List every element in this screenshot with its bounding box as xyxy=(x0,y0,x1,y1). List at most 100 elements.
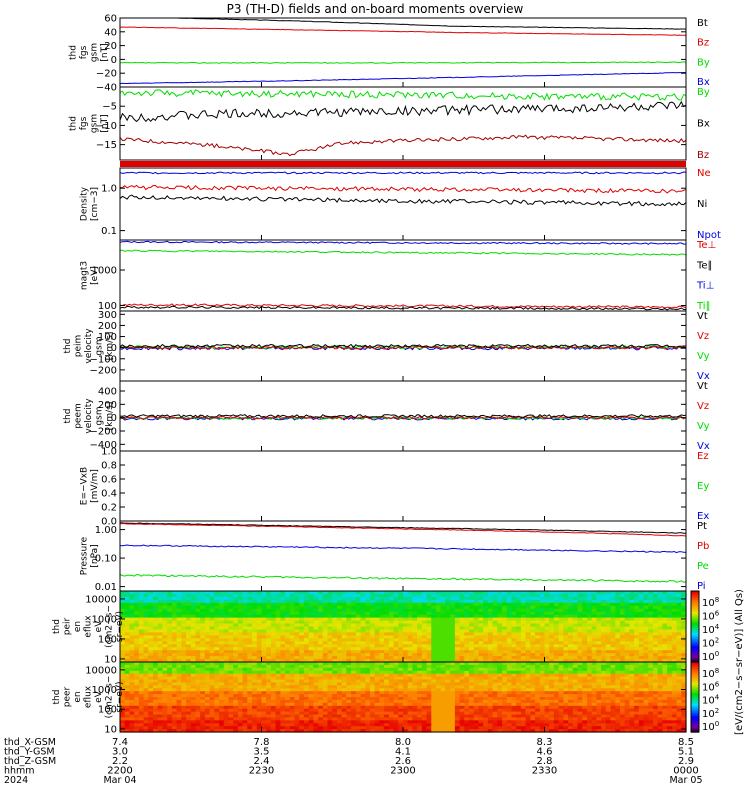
spectrogram-cell xyxy=(398,723,404,727)
spectrogram-cell xyxy=(171,594,178,598)
spectrogram-cell xyxy=(228,714,234,718)
spectrogram-cell xyxy=(469,682,475,686)
spectrogram-cell xyxy=(167,697,173,701)
spectrogram-cell xyxy=(266,691,272,695)
spectrogram-cell xyxy=(440,673,446,678)
spectrogram-cell xyxy=(124,650,130,654)
spectrogram-cell xyxy=(469,664,475,669)
spectrogram-cell xyxy=(487,638,494,642)
spectrogram-cell xyxy=(417,632,423,636)
spectrogram-cell xyxy=(289,617,296,622)
spectrogram-cell xyxy=(176,614,182,619)
spectrogram-cell xyxy=(374,664,380,669)
spectrogram-cell xyxy=(615,594,621,598)
spectrogram-cell xyxy=(223,702,230,707)
spectrogram-cell xyxy=(360,691,366,695)
spectrogram-cell xyxy=(388,664,395,669)
spectrogram-cell xyxy=(535,591,541,595)
spectrogram-cell xyxy=(436,723,442,727)
spectrogram-cell xyxy=(209,647,215,651)
spectrogram-cell xyxy=(341,720,347,724)
spectrogram-cell xyxy=(124,641,130,645)
spectrogram-cell xyxy=(124,620,130,625)
spectrogram-cell xyxy=(676,614,682,619)
spectrogram-cell xyxy=(577,644,583,648)
spectrogram-cell xyxy=(204,667,211,672)
spectrogram-cell xyxy=(228,699,234,704)
spectrogram-cell xyxy=(407,682,413,686)
spectrogram-cell xyxy=(454,647,461,651)
spectrogram-cell xyxy=(138,676,145,681)
spectrogram-cell xyxy=(374,685,380,689)
ytick-label: 0.8 xyxy=(101,461,117,472)
spectrogram-cell xyxy=(200,614,206,619)
spectrogram-cell xyxy=(167,620,173,625)
spectrogram-cell xyxy=(643,644,649,648)
spectrogram-cell xyxy=(219,611,225,616)
spectrogram-cell xyxy=(355,635,362,639)
spectrogram-cell xyxy=(280,644,286,648)
spectrogram-cell xyxy=(360,676,366,681)
spectrogram-cell xyxy=(223,720,230,724)
series-Bt xyxy=(120,17,687,30)
spectrogram-cell xyxy=(247,670,253,675)
spectrogram-cell xyxy=(171,714,178,718)
spectrogram-cell xyxy=(374,699,380,704)
spectrogram-cell xyxy=(624,617,630,622)
spectrogram-cell xyxy=(351,602,357,607)
spectrogram-cell xyxy=(138,697,145,701)
spectrogram-cell xyxy=(412,617,418,622)
spectrogram-cell xyxy=(473,673,480,678)
spectrogram-cell xyxy=(620,620,626,625)
spectrogram-cell xyxy=(167,626,173,631)
spectrogram-cell xyxy=(313,614,319,619)
spectrogram-cell xyxy=(223,656,230,660)
spectrogram-cell xyxy=(497,599,503,604)
spectrogram-cell xyxy=(341,702,347,707)
spectrogram-cell xyxy=(478,644,484,648)
spectrogram-cell xyxy=(176,623,182,628)
spectrogram-cell xyxy=(365,691,371,695)
spectrogram-cell xyxy=(299,632,305,636)
spectrogram-cell xyxy=(553,623,560,628)
ytick-label: 0.2 xyxy=(101,503,117,514)
spectrogram-cell xyxy=(289,717,296,721)
spectrogram-cell xyxy=(261,705,267,710)
spectrogram-cell xyxy=(346,662,352,666)
spectrogram-cell xyxy=(346,641,352,645)
spectrogram-cell xyxy=(365,635,371,639)
spectrogram-cell xyxy=(261,691,267,695)
spectrogram-cell xyxy=(341,717,347,721)
spectrogram-cell xyxy=(370,720,376,724)
spectrogram-cell xyxy=(176,717,182,721)
spectrogram-cell xyxy=(186,629,192,634)
spectrogram-cell xyxy=(393,614,399,619)
spectrogram-cell xyxy=(615,626,621,631)
ytick-label: −100 xyxy=(90,354,117,365)
spectrogram-cell xyxy=(360,714,366,718)
spectrogram-cell xyxy=(398,635,404,639)
spectrogram-cell xyxy=(365,650,371,654)
spectrogram-cell xyxy=(285,656,291,660)
spectrogram-cell xyxy=(459,602,465,607)
ytick-label: 0.1 xyxy=(101,226,117,237)
spectrogram-cell xyxy=(233,673,239,678)
spectrogram-cell xyxy=(355,605,362,610)
spectrogram-cell xyxy=(464,720,470,724)
spectrogram-cell xyxy=(417,729,423,733)
spectrogram-cell xyxy=(355,638,362,642)
spectrogram-cell xyxy=(497,614,503,619)
spectrogram-cell xyxy=(539,594,546,598)
spectrogram-cell xyxy=(370,679,376,683)
spectrogram-cell xyxy=(299,596,305,601)
spectrogram-cell xyxy=(186,694,192,698)
spectrogram-cell xyxy=(223,682,230,686)
ylabel: thdpeirenefluxeV(cm2−s−sr−eV) xyxy=(52,605,125,648)
spectrogram-cell xyxy=(171,691,178,695)
spectrogram-cell xyxy=(469,611,475,616)
spectrogram-cell xyxy=(294,685,300,689)
spectrogram-cell xyxy=(204,608,211,613)
spectrogram-cell xyxy=(653,635,659,639)
spectrogram-cell xyxy=(591,591,597,595)
spectrogram-cell xyxy=(289,591,296,595)
